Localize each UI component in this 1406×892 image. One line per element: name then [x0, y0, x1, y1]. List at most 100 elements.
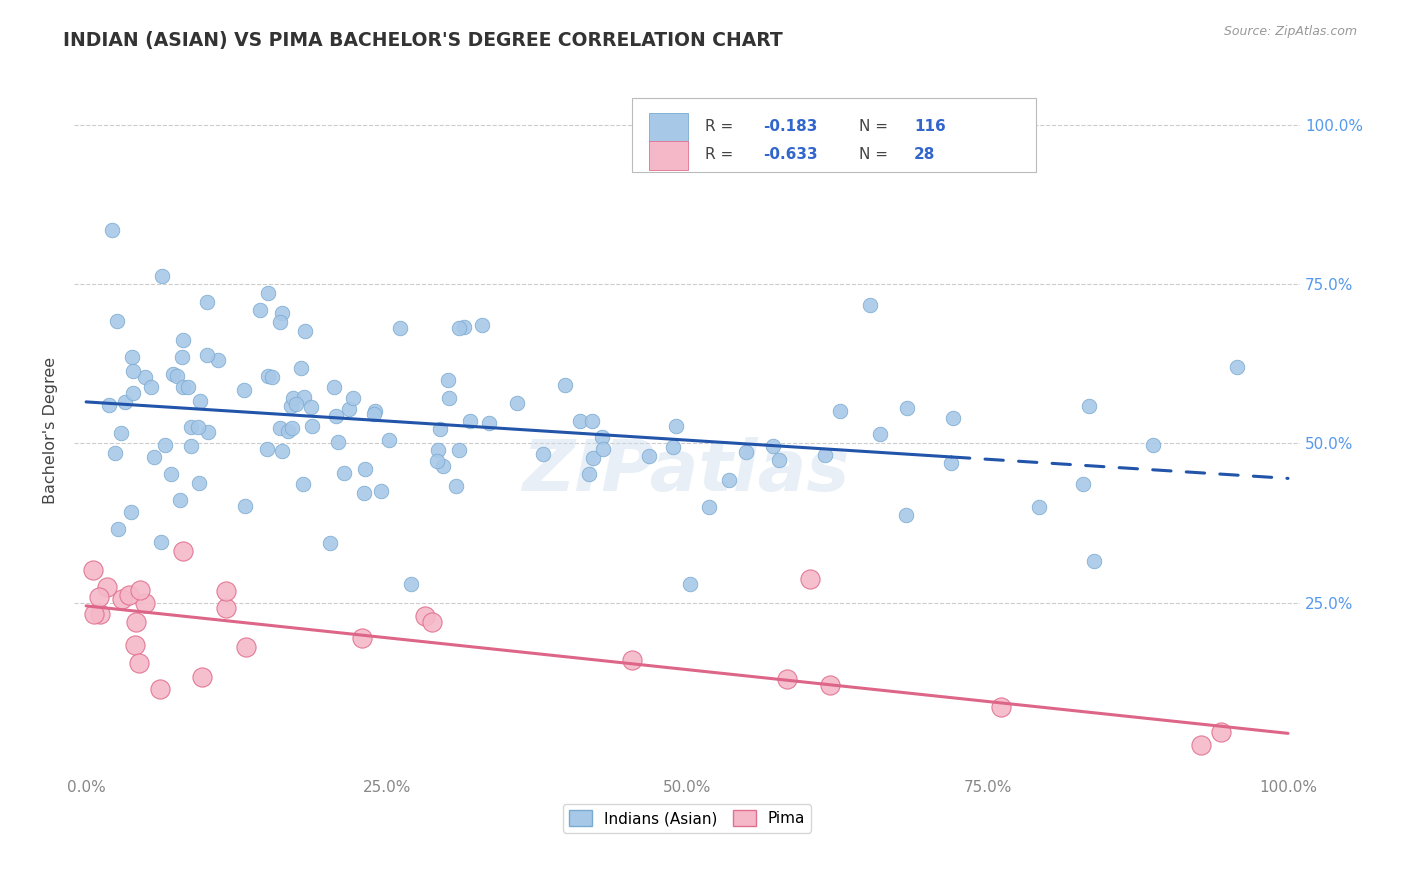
Point	[83, 607, 105, 621]
FancyBboxPatch shape	[631, 98, 1036, 172]
Point	[813, 448, 835, 462]
Point	[134, 596, 156, 610]
Point	[869, 426, 891, 441]
Point	[270, 444, 292, 458]
Point	[107, 522, 129, 536]
Point	[342, 392, 364, 406]
Point	[554, 378, 576, 392]
Point	[377, 433, 399, 447]
Point	[323, 380, 346, 394]
Point	[506, 396, 529, 410]
Point	[1071, 476, 1094, 491]
Point	[337, 402, 360, 417]
Point	[162, 367, 184, 381]
Text: 116: 116	[914, 120, 946, 135]
Bar	[650, 141, 689, 169]
Text: R =: R =	[706, 147, 738, 162]
Point	[96, 580, 118, 594]
Legend: Indians (Asian), Pima: Indians (Asian), Pima	[562, 805, 811, 832]
Point	[257, 285, 280, 300]
Point	[662, 440, 685, 454]
Point	[290, 361, 312, 376]
Point	[195, 348, 218, 362]
Point	[269, 315, 291, 329]
Point	[429, 422, 451, 436]
Point	[990, 700, 1012, 714]
Point	[768, 452, 790, 467]
Point	[121, 350, 143, 364]
Point	[249, 302, 271, 317]
Point	[896, 508, 918, 523]
Point	[291, 477, 314, 491]
Point	[818, 678, 841, 692]
Point	[437, 391, 460, 405]
Point	[333, 467, 356, 481]
Point	[364, 404, 387, 418]
Point	[354, 462, 377, 476]
Point	[188, 394, 211, 409]
Point	[776, 672, 799, 686]
Point	[1083, 554, 1105, 568]
Point	[292, 390, 315, 404]
Point	[215, 601, 238, 615]
Text: INDIAN (ASIAN) VS PIMA BACHELOR'S DEGREE CORRELATION CHART: INDIAN (ASIAN) VS PIMA BACHELOR'S DEGREE…	[63, 31, 783, 50]
Point	[155, 438, 177, 452]
Point	[697, 500, 720, 514]
Point	[101, 222, 124, 236]
Point	[370, 483, 392, 498]
Text: R =: R =	[706, 120, 738, 135]
Point	[125, 615, 148, 630]
Point	[389, 321, 412, 335]
Point	[281, 391, 304, 405]
Point	[277, 424, 299, 438]
Point	[235, 640, 257, 654]
Point	[134, 370, 156, 384]
Point	[581, 414, 603, 428]
Point	[160, 467, 183, 481]
Point	[413, 608, 436, 623]
Point	[569, 414, 592, 428]
Point	[120, 505, 142, 519]
Point	[110, 425, 132, 440]
Point	[531, 447, 554, 461]
Point	[1028, 500, 1050, 515]
Point	[426, 454, 449, 468]
Text: 28: 28	[914, 147, 935, 162]
Point	[679, 576, 702, 591]
Text: -0.183: -0.183	[763, 120, 817, 135]
Point	[620, 653, 643, 667]
Point	[301, 418, 323, 433]
Point	[89, 607, 111, 622]
Point	[270, 306, 292, 320]
Point	[215, 584, 238, 599]
Point	[1078, 399, 1101, 413]
Point	[257, 369, 280, 384]
Point	[294, 324, 316, 338]
Point	[578, 467, 600, 481]
Point	[188, 475, 211, 490]
Point	[1142, 438, 1164, 452]
Point	[269, 421, 291, 435]
Point	[114, 395, 136, 409]
Point	[197, 425, 219, 439]
Point	[352, 631, 374, 645]
Point	[718, 473, 741, 487]
Point	[859, 297, 882, 311]
Point	[195, 294, 218, 309]
Point	[166, 368, 188, 383]
Point	[121, 385, 143, 400]
Point	[638, 449, 661, 463]
Point	[325, 409, 347, 424]
Point	[453, 320, 475, 334]
Point	[665, 419, 688, 434]
Point	[449, 321, 471, 335]
Point	[444, 478, 467, 492]
Y-axis label: Bachelor's Degree: Bachelor's Degree	[44, 357, 58, 504]
Point	[478, 416, 501, 430]
Point	[128, 656, 150, 670]
Point	[180, 438, 202, 452]
Point	[735, 445, 758, 459]
Point	[363, 407, 385, 421]
Text: Source: ZipAtlas.com: Source: ZipAtlas.com	[1223, 25, 1357, 38]
Point	[124, 638, 146, 652]
